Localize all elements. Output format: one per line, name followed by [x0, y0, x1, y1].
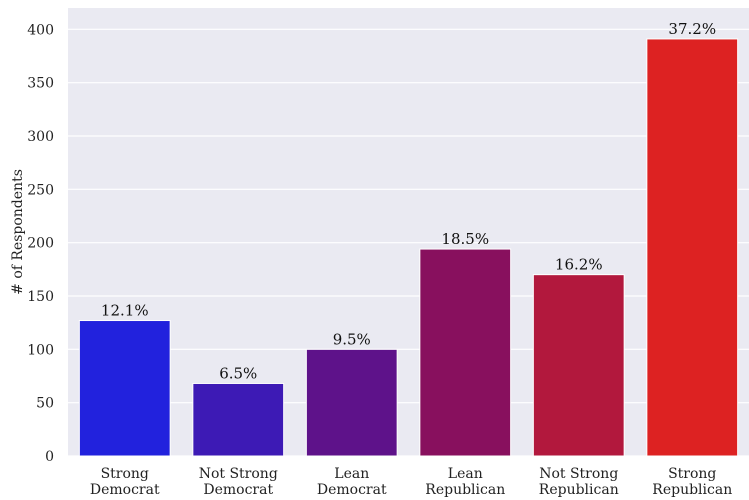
bar-data-label: 9.5%	[333, 330, 371, 348]
bar-data-label: 16.2%	[555, 256, 603, 274]
y-tick-label: 150	[27, 289, 54, 305]
y-tick-label: 400	[27, 22, 54, 38]
x-tick-label: Lean Republican	[425, 466, 505, 498]
bars	[78, 38, 739, 457]
y-tick-label: 100	[27, 342, 54, 358]
x-tick-label: Strong Democrat	[90, 466, 160, 498]
bar	[532, 274, 625, 457]
bar-labels: 12.1% 6.5% 9.5% 18.5% 16.2% 37.2%	[101, 20, 716, 383]
y-tick-label: 350	[27, 76, 54, 92]
bar-data-label: 18.5%	[441, 230, 489, 248]
bar-data-label: 6.5%	[219, 364, 257, 382]
x-tick-label: Strong Republican	[652, 466, 732, 498]
grid-lines	[68, 28, 749, 457]
x-tick-label: Not Strong Democrat	[199, 466, 278, 498]
bar-data-label: 37.2%	[668, 20, 716, 38]
bar	[646, 38, 739, 457]
bar	[78, 320, 171, 457]
y-axis-title: # of Respondents	[10, 169, 26, 295]
bar	[192, 382, 285, 457]
bar	[305, 348, 398, 457]
x-tick-labels: Strong Democrat Not Strong Democrat Lean Demo…	[90, 466, 732, 498]
y-tick-label: 300	[27, 129, 54, 145]
x-tick-label: Lean Democrat	[317, 466, 387, 498]
y-tick-labels: 0 50 100 150 200 250 300 350 400	[27, 22, 54, 465]
y-tick-label: 50	[36, 396, 54, 412]
bar-data-label: 12.1%	[101, 302, 149, 320]
y-tick-label: 200	[27, 236, 54, 252]
x-tick-label: Not Strong Republican	[539, 466, 619, 498]
y-tick-label: 0	[45, 449, 54, 465]
y-tick-label: 250	[27, 182, 54, 198]
bar	[419, 248, 512, 457]
